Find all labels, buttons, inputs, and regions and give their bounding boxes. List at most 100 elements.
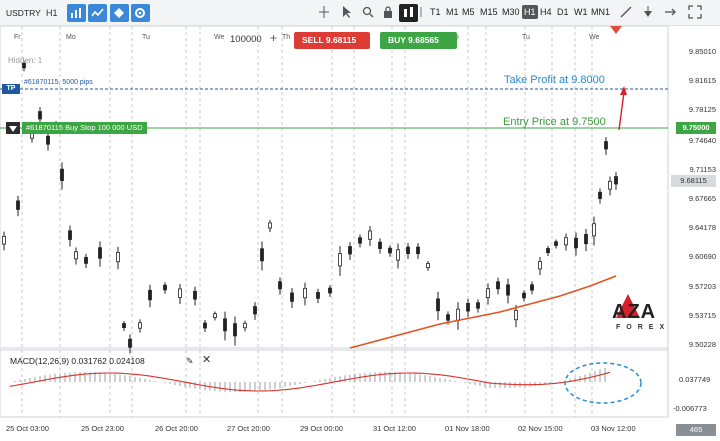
price-tick: 9.81615 (688, 76, 716, 85)
time-tick: 25 Oct 23:00 (81, 424, 124, 433)
price-tick: 9.60690 (688, 252, 716, 261)
price-candle (426, 263, 430, 269)
price-candle (530, 284, 534, 291)
price-chart[interactable]: Hidden: 1 Fr Mo Tu We Th Fr Mo Tu We 9.8… (0, 26, 720, 441)
tf-h1[interactable]: H1 (522, 5, 538, 19)
tf-w1[interactable]: W1 (574, 7, 588, 17)
weekday-label: Mo (66, 34, 76, 41)
price-candle (328, 287, 332, 294)
price-candle (574, 237, 578, 249)
tf-m1[interactable]: M1 (446, 7, 459, 17)
price-candle (614, 176, 618, 185)
time-tick: 03 Nov 12:00 (591, 424, 636, 433)
price-candle (456, 308, 460, 321)
price-tick: 9.50228 (688, 340, 716, 349)
edit-indicator-icon[interactable]: ✎ (186, 356, 194, 366)
price-candle (584, 234, 588, 245)
weekday-label: We (589, 34, 600, 41)
tf-h4[interactable]: H4 (540, 7, 552, 17)
price-candle (388, 247, 392, 254)
chart-style-icon[interactable] (418, 5, 424, 24)
price-tick: 9.78125 (688, 105, 716, 114)
time-tick: 27 Oct 20:00 (227, 424, 270, 433)
trendline-icon[interactable] (620, 5, 632, 24)
fullscreen-icon[interactable] (688, 5, 702, 24)
price-candle (116, 251, 120, 263)
chart-type-button[interactable] (67, 4, 86, 22)
zoom-icon[interactable] (362, 5, 374, 24)
tf-mn1[interactable]: MN1 (591, 7, 611, 17)
price-candle (253, 306, 257, 315)
time-tick: 31 Oct 12:00 (373, 424, 416, 433)
price-candle (278, 281, 282, 290)
hidden-objects-label: Hidden: 1 (8, 56, 43, 65)
tf-m15[interactable]: M15 (480, 7, 498, 17)
cursor-icon[interactable] (341, 5, 351, 24)
price-candle (38, 111, 42, 120)
settings-button[interactable] (131, 4, 150, 22)
indicators-button[interactable] (88, 4, 107, 22)
weekday-label: We (214, 34, 225, 41)
time-tick: 01 Nov 18:00 (445, 424, 490, 433)
price-candle (268, 222, 272, 229)
buy-button[interactable]: BUY 9.68565 (380, 32, 457, 49)
price-tick: 9.85010 (688, 47, 716, 56)
lot-size-input[interactable]: 100000 (230, 34, 262, 45)
tf-m30[interactable]: M30 (502, 7, 520, 17)
macd-indicator-label: MACD(12,26,9) 0.031762 0.024108 (10, 356, 145, 366)
price-candle (223, 318, 227, 332)
logo-mark: AZA (612, 301, 657, 323)
timeframe-label[interactable]: H1 (46, 8, 58, 18)
price-tick: 9.67665 (688, 194, 716, 203)
time-tick: 25 Oct 03:00 (6, 424, 49, 433)
pin-icon[interactable] (642, 5, 654, 24)
price-candle (446, 314, 450, 321)
price-candle (436, 298, 440, 312)
tf-d1[interactable]: D1 (557, 7, 569, 17)
price-candle (598, 191, 602, 199)
drawing-tools-button[interactable] (110, 4, 129, 22)
time-tick: 26 Oct 20:00 (155, 424, 198, 433)
current-price-tag: 9.68115 (671, 175, 716, 187)
order-handle[interactable] (6, 122, 20, 134)
price-candle (303, 287, 307, 299)
tp-order-label: #61870115, 5000 pips (24, 79, 93, 86)
scroll-badge[interactable]: 465 (676, 424, 716, 436)
weekday-label: Tu (522, 34, 530, 41)
annotation-circle (564, 362, 642, 404)
price-candle (592, 223, 596, 237)
macd-tick: -0.006773 (673, 404, 707, 413)
expand-icon[interactable] (664, 5, 676, 24)
price-candle (68, 230, 72, 240)
price-candle (2, 235, 6, 245)
candles-icon[interactable] (399, 4, 418, 27)
price-candle (178, 288, 182, 298)
symbol-label[interactable]: USDTRY (6, 8, 41, 18)
price-candle (358, 237, 362, 244)
price-candle (368, 230, 372, 240)
take-profit-annotation: Take Profit at 9.8000 (504, 74, 605, 86)
crosshair-icon[interactable] (318, 5, 330, 24)
lot-increase-button[interactable]: + (270, 31, 278, 45)
tp-tag[interactable]: TP (2, 84, 20, 94)
price-tick: 9.74640 (688, 136, 716, 145)
tf-t1[interactable]: T1 (430, 7, 441, 17)
price-candle (476, 302, 480, 309)
price-candle (22, 62, 26, 69)
bar-chart-icon (71, 8, 81, 18)
price-candle (496, 281, 500, 290)
sell-button[interactable]: SELL 9.68115 (294, 32, 370, 49)
macd-tick: 0.037749 (679, 375, 711, 384)
logo-triangle (616, 294, 640, 318)
lock-icon[interactable] (383, 5, 393, 24)
current-time-marker (610, 26, 622, 34)
macd-signal-line (9, 371, 611, 392)
target-arrow-head (620, 86, 627, 95)
close-indicator-icon[interactable]: ✕ (202, 354, 212, 366)
price-candle (122, 323, 126, 329)
pending-order-label[interactable]: #61870115 Buy Stop 100 000 USD (22, 122, 147, 134)
logo-subtext: FOREX (616, 324, 671, 331)
tf-m5[interactable]: M5 (462, 7, 475, 17)
diamond-icon (114, 8, 124, 18)
